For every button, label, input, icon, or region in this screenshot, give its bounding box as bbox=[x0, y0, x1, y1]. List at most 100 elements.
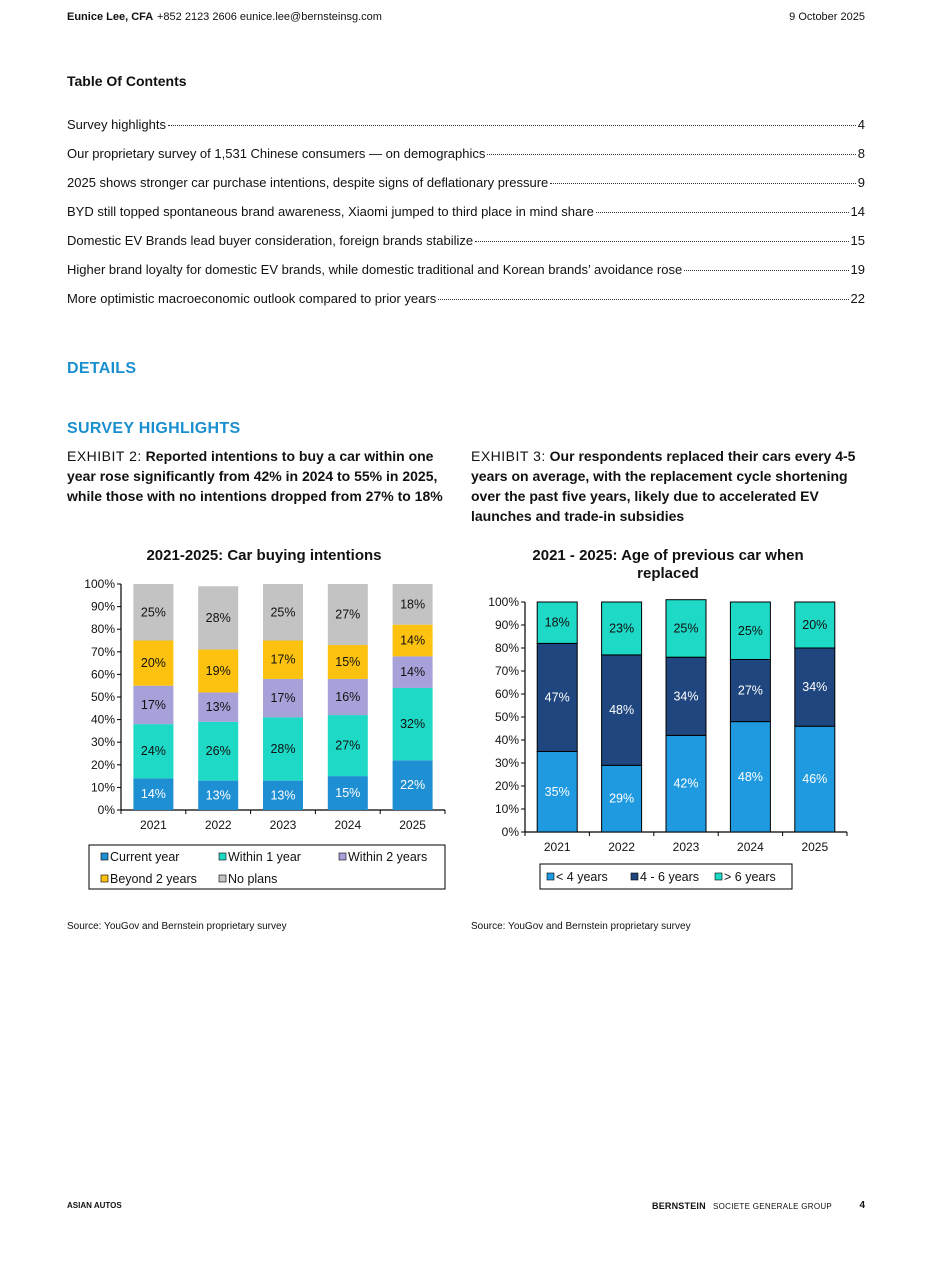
y-tick-label: 90% bbox=[91, 600, 115, 614]
bar-segment bbox=[133, 778, 174, 810]
data-label: 25% bbox=[738, 624, 763, 638]
toc-leader-dots bbox=[595, 212, 849, 213]
y-tick-label: 60% bbox=[495, 687, 519, 701]
bar-segment bbox=[133, 724, 174, 779]
y-tick-label: 70% bbox=[495, 664, 519, 678]
legend-label: 4 - 6 years bbox=[640, 870, 699, 884]
report-date: 9 October 2025 bbox=[789, 11, 865, 23]
data-label: 16% bbox=[335, 690, 360, 704]
legend-box bbox=[539, 863, 793, 890]
data-label: 23% bbox=[609, 621, 634, 635]
bar-segment bbox=[198, 586, 239, 650]
bar-segment bbox=[392, 687, 433, 761]
legend-label: Current year bbox=[110, 850, 179, 864]
author-name: Eunice Lee, CFA bbox=[67, 11, 154, 23]
data-label: 25% bbox=[141, 605, 166, 619]
chart-title: 2021 - 2025: Age of previous car when bbox=[532, 547, 803, 564]
exhibit-2-caption: EXHIBIT 2: Reported intentions to buy a … bbox=[67, 446, 461, 506]
toc-entry[interactable]: Domestic EV Brands lead buyer considerat… bbox=[67, 233, 865, 262]
legend-swatch bbox=[218, 852, 227, 861]
data-label: 27% bbox=[738, 684, 763, 698]
toc-entry[interactable]: BYD still topped spontaneous brand aware… bbox=[67, 204, 865, 233]
x-tick-label: 2023 bbox=[673, 840, 700, 854]
data-label: 17% bbox=[270, 653, 295, 667]
bar-segment bbox=[392, 760, 433, 810]
car-buying-intentions-svg: 2021-2025: Car buying intentions 0% 10% 20%… bbox=[84, 547, 446, 890]
data-label: 18% bbox=[400, 597, 425, 611]
x-tick-label: 2022 bbox=[608, 840, 635, 854]
y-tick-label: 30% bbox=[91, 735, 115, 749]
data-label: 48% bbox=[609, 703, 634, 717]
bar-segment bbox=[198, 780, 239, 810]
exhibit-2-title: Reported intentions to buy a car within … bbox=[67, 448, 443, 504]
y-tick-label: 20% bbox=[495, 779, 519, 793]
age-of-previous-car-chart: 2021 - 2025: Age of previous car when rep… bbox=[471, 540, 865, 905]
bar-segment bbox=[536, 601, 578, 644]
bar-segment bbox=[263, 780, 303, 810]
legend-swatch bbox=[714, 872, 723, 881]
data-label: 20% bbox=[141, 656, 166, 670]
data-label: 32% bbox=[400, 717, 425, 731]
bar-segment bbox=[794, 725, 836, 833]
data-label: 35% bbox=[545, 785, 570, 799]
y-tick-label: 60% bbox=[91, 667, 115, 681]
x-tick-label: 2022 bbox=[205, 818, 232, 832]
legend-label: Within 2 years bbox=[348, 850, 427, 864]
toc-leader-dots bbox=[550, 183, 856, 184]
toc-entry-text: More optimistic macroeconomic outlook co… bbox=[67, 291, 437, 306]
exhibit-3-source: Source: YouGov and Bernstein proprietary… bbox=[471, 921, 691, 932]
legend-swatch bbox=[338, 852, 347, 861]
bar-segment bbox=[392, 584, 433, 625]
toc-leader-dots bbox=[438, 299, 849, 300]
data-label: 25% bbox=[270, 605, 295, 619]
bar-segment bbox=[198, 649, 239, 693]
data-label: 47% bbox=[545, 690, 570, 704]
toc-entry-text: BYD still topped spontaneous brand aware… bbox=[67, 204, 594, 219]
toc-entry[interactable]: Higher brand loyalty for domestic EV bra… bbox=[67, 262, 865, 291]
legend-swatch bbox=[100, 852, 109, 861]
data-label: 17% bbox=[270, 691, 295, 705]
toc-entry[interactable]: 2025 shows stronger car purchase intenti… bbox=[67, 175, 865, 204]
toc-entry[interactable]: Our proprietary survey of 1,531 Chinese … bbox=[67, 146, 865, 175]
toc-leader-dots bbox=[475, 241, 849, 242]
survey-highlights-heading: SURVEY HIGHLIGHTS bbox=[67, 420, 241, 437]
data-label: 25% bbox=[673, 621, 698, 635]
toc-leader-dots bbox=[487, 154, 856, 155]
exhibit-3-label: EXHIBIT 3: bbox=[471, 448, 546, 464]
footer-group-name: SOCIETE GENERALE GROUP bbox=[713, 1202, 833, 1211]
age-of-previous-car-svg: 2021 - 2025: Age of previous car whenrep… bbox=[488, 547, 848, 890]
data-label: 27% bbox=[335, 739, 360, 753]
y-tick-label: 20% bbox=[91, 758, 115, 772]
data-label: 22% bbox=[400, 778, 425, 792]
bar-segment bbox=[133, 685, 174, 725]
toc-entry[interactable]: More optimistic macroeconomic outlook co… bbox=[67, 291, 865, 320]
toc-entry-text: Survey highlights bbox=[67, 117, 166, 132]
toc-entry-page: 8 bbox=[857, 146, 865, 161]
data-label: 13% bbox=[270, 788, 295, 802]
bar-segment bbox=[263, 640, 303, 679]
y-tick-label: 90% bbox=[495, 618, 519, 632]
x-tick-label: 2025 bbox=[801, 840, 828, 854]
toc-entry-page: 15 bbox=[850, 233, 865, 248]
x-tick-label: 2024 bbox=[334, 818, 361, 832]
details-heading: DETAILS bbox=[67, 360, 137, 377]
bar-segment bbox=[794, 647, 836, 727]
bar-segment bbox=[133, 640, 174, 686]
y-tick-label: 100% bbox=[84, 577, 115, 591]
toc-entry-text: Higher brand loyalty for domestic EV bra… bbox=[67, 262, 683, 277]
bar-segment bbox=[536, 642, 578, 752]
toc-entry-page: 22 bbox=[850, 291, 865, 306]
data-label: 28% bbox=[206, 611, 231, 625]
y-tick-label: 70% bbox=[91, 645, 115, 659]
data-label: 46% bbox=[802, 772, 827, 786]
bar-segment bbox=[601, 764, 643, 833]
toc-entry-text: 2025 shows stronger car purchase intenti… bbox=[67, 175, 549, 190]
toc-title: Table Of Contents bbox=[67, 73, 187, 89]
legend-label: No plans bbox=[228, 872, 277, 886]
y-tick-label: 0% bbox=[502, 825, 520, 839]
bar-segment bbox=[392, 656, 433, 688]
toc-leader-dots bbox=[684, 270, 849, 271]
bar-segment bbox=[327, 584, 368, 646]
bar-segment bbox=[729, 601, 771, 660]
toc-entry[interactable]: Survey highlights 4 bbox=[67, 117, 865, 146]
